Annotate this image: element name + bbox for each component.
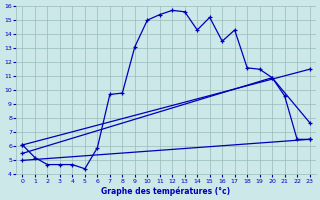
X-axis label: Graphe des températures (°c): Graphe des températures (°c) [101, 186, 231, 196]
